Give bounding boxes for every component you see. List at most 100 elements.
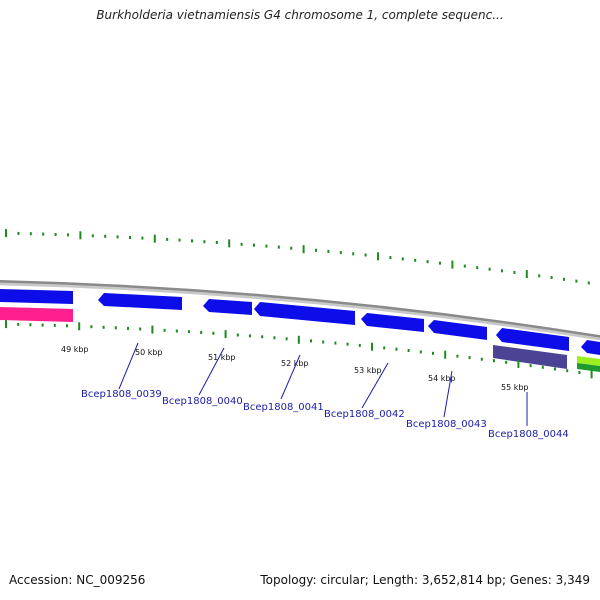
scale-tick <box>517 359 520 368</box>
gene-label-0043[interactable]: Bcep1808_0043 <box>406 419 487 430</box>
scale-tick <box>102 325 105 329</box>
outer-tick <box>525 270 528 279</box>
scale-tick <box>17 322 20 326</box>
scale-tick <box>346 342 349 346</box>
scale-tick <box>163 328 166 332</box>
scale-label-54: 54 kbp <box>428 374 456 383</box>
scale-tick <box>456 354 459 358</box>
outer-tick <box>17 231 20 235</box>
outer-tick <box>153 234 156 243</box>
outer-tick <box>377 252 379 261</box>
gene-feature-0044[interactable] <box>496 328 569 351</box>
gene-label-0042[interactable]: Bcep1808_0042 <box>324 409 405 420</box>
scale-tick <box>114 326 117 330</box>
outer-tick <box>277 245 280 249</box>
scale-tick <box>371 342 373 351</box>
leader-0043 <box>443 370 453 418</box>
scale-label-49: 49 kbp <box>61 345 89 354</box>
gene-label-0039[interactable]: Bcep1808_0039 <box>81 389 162 400</box>
outer-tick <box>575 279 578 283</box>
scale-tick <box>310 339 312 343</box>
gene-label-0044[interactable]: Bcep1808_0044 <box>488 429 569 440</box>
gene-feature-green[interactable] <box>577 363 600 372</box>
scale-tick <box>273 336 276 340</box>
scale-tick <box>139 327 142 331</box>
outer-tick <box>191 239 193 243</box>
scale-tick <box>395 347 398 351</box>
gene-feature-0043[interactable] <box>428 320 487 340</box>
outer-tick <box>166 237 169 241</box>
outer-tick <box>463 264 466 268</box>
scale-label-52: 52 kbp <box>281 359 309 368</box>
scale-tick <box>493 359 495 363</box>
leader-0040 <box>198 347 225 396</box>
outer-tick <box>401 257 404 261</box>
scale-tick <box>407 349 410 352</box>
scale-tick <box>505 360 508 364</box>
gene-feature-purple[interactable] <box>493 345 567 369</box>
scale-label-50: 50 kbp <box>135 348 163 357</box>
scale-tick <box>5 320 7 329</box>
scale-tick <box>383 346 386 350</box>
outer-tick <box>79 231 82 240</box>
outer-tick <box>54 233 57 236</box>
scale-tick <box>53 323 56 327</box>
scale-tick <box>322 340 325 344</box>
scale-tick <box>212 331 215 335</box>
gene-label-0041[interactable]: Bcep1808_0041 <box>243 402 324 413</box>
scale-label-51: 51 kbp <box>208 353 236 362</box>
outer-tick <box>364 253 367 257</box>
gene-feature-0042[interactable] <box>361 313 424 332</box>
outer-tick <box>488 267 491 271</box>
outer-tick <box>240 242 243 246</box>
outer-tick <box>228 239 231 248</box>
scale-tick <box>224 330 227 339</box>
scale-tick <box>432 351 434 355</box>
outer-tick <box>451 260 454 269</box>
scale-tick <box>444 350 447 359</box>
gene-label-0040[interactable]: Bcep1808_0040 <box>162 396 243 407</box>
scale-tick <box>29 323 32 327</box>
gene-feature[interactable] <box>0 289 73 304</box>
outer-tick-ring <box>5 229 590 285</box>
scale-tick <box>468 356 471 360</box>
scale-tick <box>554 367 556 371</box>
outer-tick <box>439 261 441 265</box>
scale-tick <box>285 337 288 341</box>
scale-tick <box>297 335 300 344</box>
scale-tick-ring <box>5 320 593 379</box>
outer-tick <box>67 233 69 237</box>
outer-tick <box>302 245 305 254</box>
scale-tick <box>529 364 532 368</box>
gene-feature-edge[interactable] <box>581 340 600 355</box>
gene-feature-lime[interactable] <box>577 356 600 366</box>
map-title: Burkholderia vietnamiensis G4 chromosome… <box>96 8 504 22</box>
gene-feature-0040[interactable] <box>203 299 252 315</box>
scale-labels: 49 kbp 50 kbp 51 kbp 52 kbp 53 kbp 54 kb… <box>61 345 529 392</box>
scale-tick <box>358 343 361 347</box>
scale-tick <box>66 324 68 328</box>
outer-tick <box>129 236 131 239</box>
scale-tick <box>541 365 544 369</box>
accession-text: Accession: NC_009256 <box>9 573 146 587</box>
gene-feature-pink[interactable] <box>0 307 73 322</box>
gene-feature-0041[interactable] <box>254 302 355 325</box>
gene-feature-0039[interactable] <box>98 293 182 310</box>
scale-tick <box>200 331 203 334</box>
outer-tick <box>315 248 317 252</box>
scale-tick <box>41 323 44 327</box>
outer-tick <box>116 235 119 239</box>
outer-tick <box>327 249 330 253</box>
outer-tick <box>352 252 355 256</box>
outer-tick <box>5 229 7 238</box>
leader-0039 <box>118 342 139 390</box>
outer-tick <box>389 256 392 260</box>
outer-tick <box>91 234 94 238</box>
scale-tick <box>90 325 93 329</box>
scale-tick <box>249 334 251 338</box>
scale-tick <box>261 335 264 339</box>
scale-label-53: 53 kbp <box>354 366 382 375</box>
scale-tick <box>78 322 81 331</box>
outer-tick <box>104 234 107 238</box>
